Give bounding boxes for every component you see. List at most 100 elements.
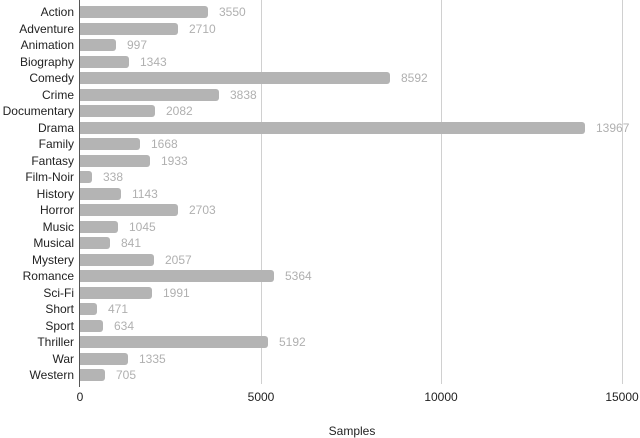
bar [80,171,92,183]
bar [80,369,105,381]
bar [80,23,178,35]
bar-row: Drama 13967 [0,120,640,136]
category-label: Western [29,368,74,382]
value-label: 5364 [285,269,312,283]
bar [80,188,121,200]
bar [80,89,219,101]
bar [80,6,208,18]
value-label: 8592 [401,71,428,85]
value-label: 1933 [161,154,188,168]
value-label: 1335 [139,352,166,366]
bar-row: Documentary 2082 [0,103,640,119]
category-label: History [36,187,74,201]
bar-row: Horror 2703 [0,202,640,218]
bar-row: Crime 3838 [0,87,640,103]
value-label: 3838 [230,88,257,102]
bar [80,56,129,68]
bar-row: Family 1668 [0,136,640,152]
bar [80,105,155,117]
bar-row: Adventure 2710 [0,21,640,37]
category-label: Sci-Fi [43,286,74,300]
bar [80,39,116,51]
category-label: Comedy [29,71,74,85]
bar [80,254,154,266]
category-label: Action [40,5,74,19]
category-label: Film-Noir [25,170,74,184]
category-label: Drama [37,121,74,135]
category-label: Family [38,137,74,151]
category-label: Short [45,302,74,316]
bar [80,353,128,365]
y-axis-line [79,0,80,387]
bar-row: Mystery 2057 [0,252,640,268]
value-label: 841 [121,236,142,250]
category-label: Adventure [19,22,74,36]
value-label: 2057 [165,253,192,267]
bar-row: Animation 997 [0,37,640,53]
category-label: Crime [42,88,74,102]
category-label: War [52,352,74,366]
value-label: 634 [114,319,135,333]
bar-row: Film-Noir 338 [0,169,640,185]
category-label: Fantasy [31,154,74,168]
x-tick-label: 15000 [605,390,639,404]
x-axis-label: Samples [328,424,376,438]
bar [80,155,150,167]
bar [80,303,97,315]
bar [80,287,152,299]
bar-row: Music 1045 [0,219,640,235]
category-label: Musical [33,236,74,250]
x-tick-label: 5000 [247,390,275,404]
gridline [261,0,262,384]
bar [80,72,390,84]
gridline [441,0,442,384]
bar [80,204,178,216]
x-tick-label: 0 [76,390,84,404]
bar-row: Western 705 [0,367,640,383]
category-label: Mystery [32,253,74,267]
bar [80,270,274,282]
bar-row: Fantasy 1933 [0,153,640,169]
bar [80,221,118,233]
bar-row: Short 471 [0,301,640,317]
bar-row: Action 3550 [0,4,640,20]
value-label: 1143 [132,187,158,201]
bar [80,122,585,134]
bar-row: Comedy 8592 [0,70,640,86]
bar-row: Musical 841 [0,235,640,251]
category-label: Thriller [37,335,74,349]
value-label: 338 [103,170,124,184]
value-label: 1991 [163,286,190,300]
x-tick-label: 10000 [424,390,458,404]
value-label: 5192 [279,335,306,349]
bar-row: Romance 5364 [0,268,640,284]
bar [80,336,268,348]
bar-row: History 1143 [0,186,640,202]
value-label: 13967 [596,121,630,135]
bar-row: Biography 1343 [0,54,640,70]
value-label: 705 [116,368,137,382]
bar [80,320,103,332]
value-label: 471 [108,302,129,316]
value-label: 1668 [151,137,178,151]
category-label: Animation [20,38,74,52]
value-label: 1045 [129,220,156,234]
bar [80,237,110,249]
category-label: Romance [22,269,74,283]
value-label: 1343 [140,55,167,69]
category-label: Horror [39,203,74,217]
category-label: Sport [45,319,74,333]
value-label: 997 [127,38,148,52]
category-label: Documentary [2,104,74,118]
bar-row: Sci-Fi 1991 [0,285,640,301]
value-label: 3550 [219,5,246,19]
value-label: 2703 [189,203,216,217]
bar-row: Sport 634 [0,318,640,334]
bar-row: War 1335 [0,351,640,367]
value-label: 2710 [189,22,216,36]
category-label: Biography [19,55,74,69]
value-label: 2082 [166,104,193,118]
bar-row: Thriller 5192 [0,334,640,350]
gridline [622,0,623,384]
